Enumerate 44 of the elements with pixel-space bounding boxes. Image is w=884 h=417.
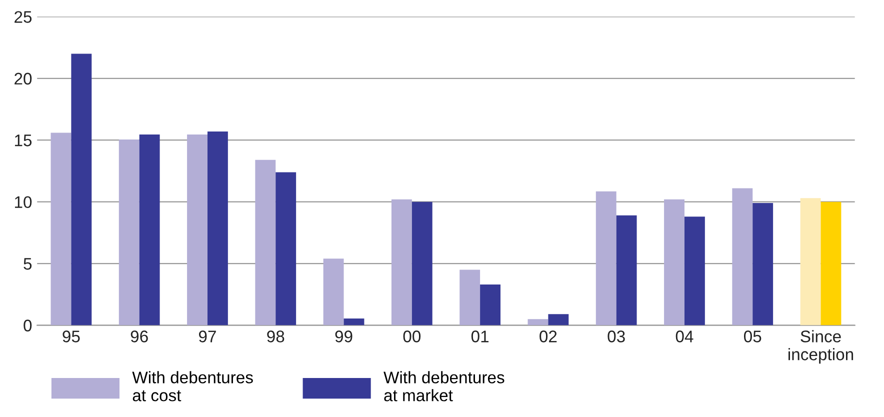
bar [71, 54, 92, 326]
x-tick-label: 98 [267, 330, 284, 342]
bar [480, 284, 500, 326]
bar [187, 134, 208, 326]
y-tick-label: 0 [24, 320, 32, 332]
bar [596, 191, 616, 326]
x-tick-label: 01 [471, 330, 489, 342]
x-tick-label: Since inception [788, 330, 854, 364]
bar [616, 215, 637, 326]
bar [276, 172, 296, 326]
bar [800, 198, 821, 326]
x-tick-label: 96 [130, 330, 148, 342]
bar [412, 202, 432, 326]
bar [820, 202, 842, 326]
bar [255, 160, 276, 326]
bar [548, 314, 569, 326]
y-tick-label: 5 [24, 258, 32, 270]
y-tick-label: 25 [14, 11, 32, 23]
x-tick-label: 05 [744, 330, 762, 342]
legend-label: With debentures at cost [132, 371, 253, 402]
x-tick-label: 99 [335, 330, 352, 342]
bar [391, 199, 412, 326]
bar [344, 318, 364, 326]
bar [528, 319, 548, 326]
legend-label: With debentures at market [384, 371, 504, 402]
bar [752, 203, 774, 326]
bar [323, 258, 344, 326]
x-tick-label: 97 [198, 330, 216, 342]
x-tick-label: 03 [608, 330, 625, 342]
bar [50, 132, 72, 326]
bar [684, 216, 705, 326]
bar [732, 188, 753, 326]
y-tick-label: 15 [15, 134, 32, 146]
bar [460, 270, 480, 326]
x-tick-label: 95 [62, 330, 80, 342]
bar [207, 131, 228, 326]
y-tick-label: 20 [14, 72, 32, 85]
x-tick-label: 00 [403, 330, 421, 342]
bar [118, 139, 140, 326]
bar [664, 199, 684, 326]
bar [139, 134, 160, 326]
x-tick-label: 02 [540, 330, 557, 342]
y-tick-label: 10 [15, 196, 32, 208]
x-tick-label: 04 [676, 330, 694, 342]
